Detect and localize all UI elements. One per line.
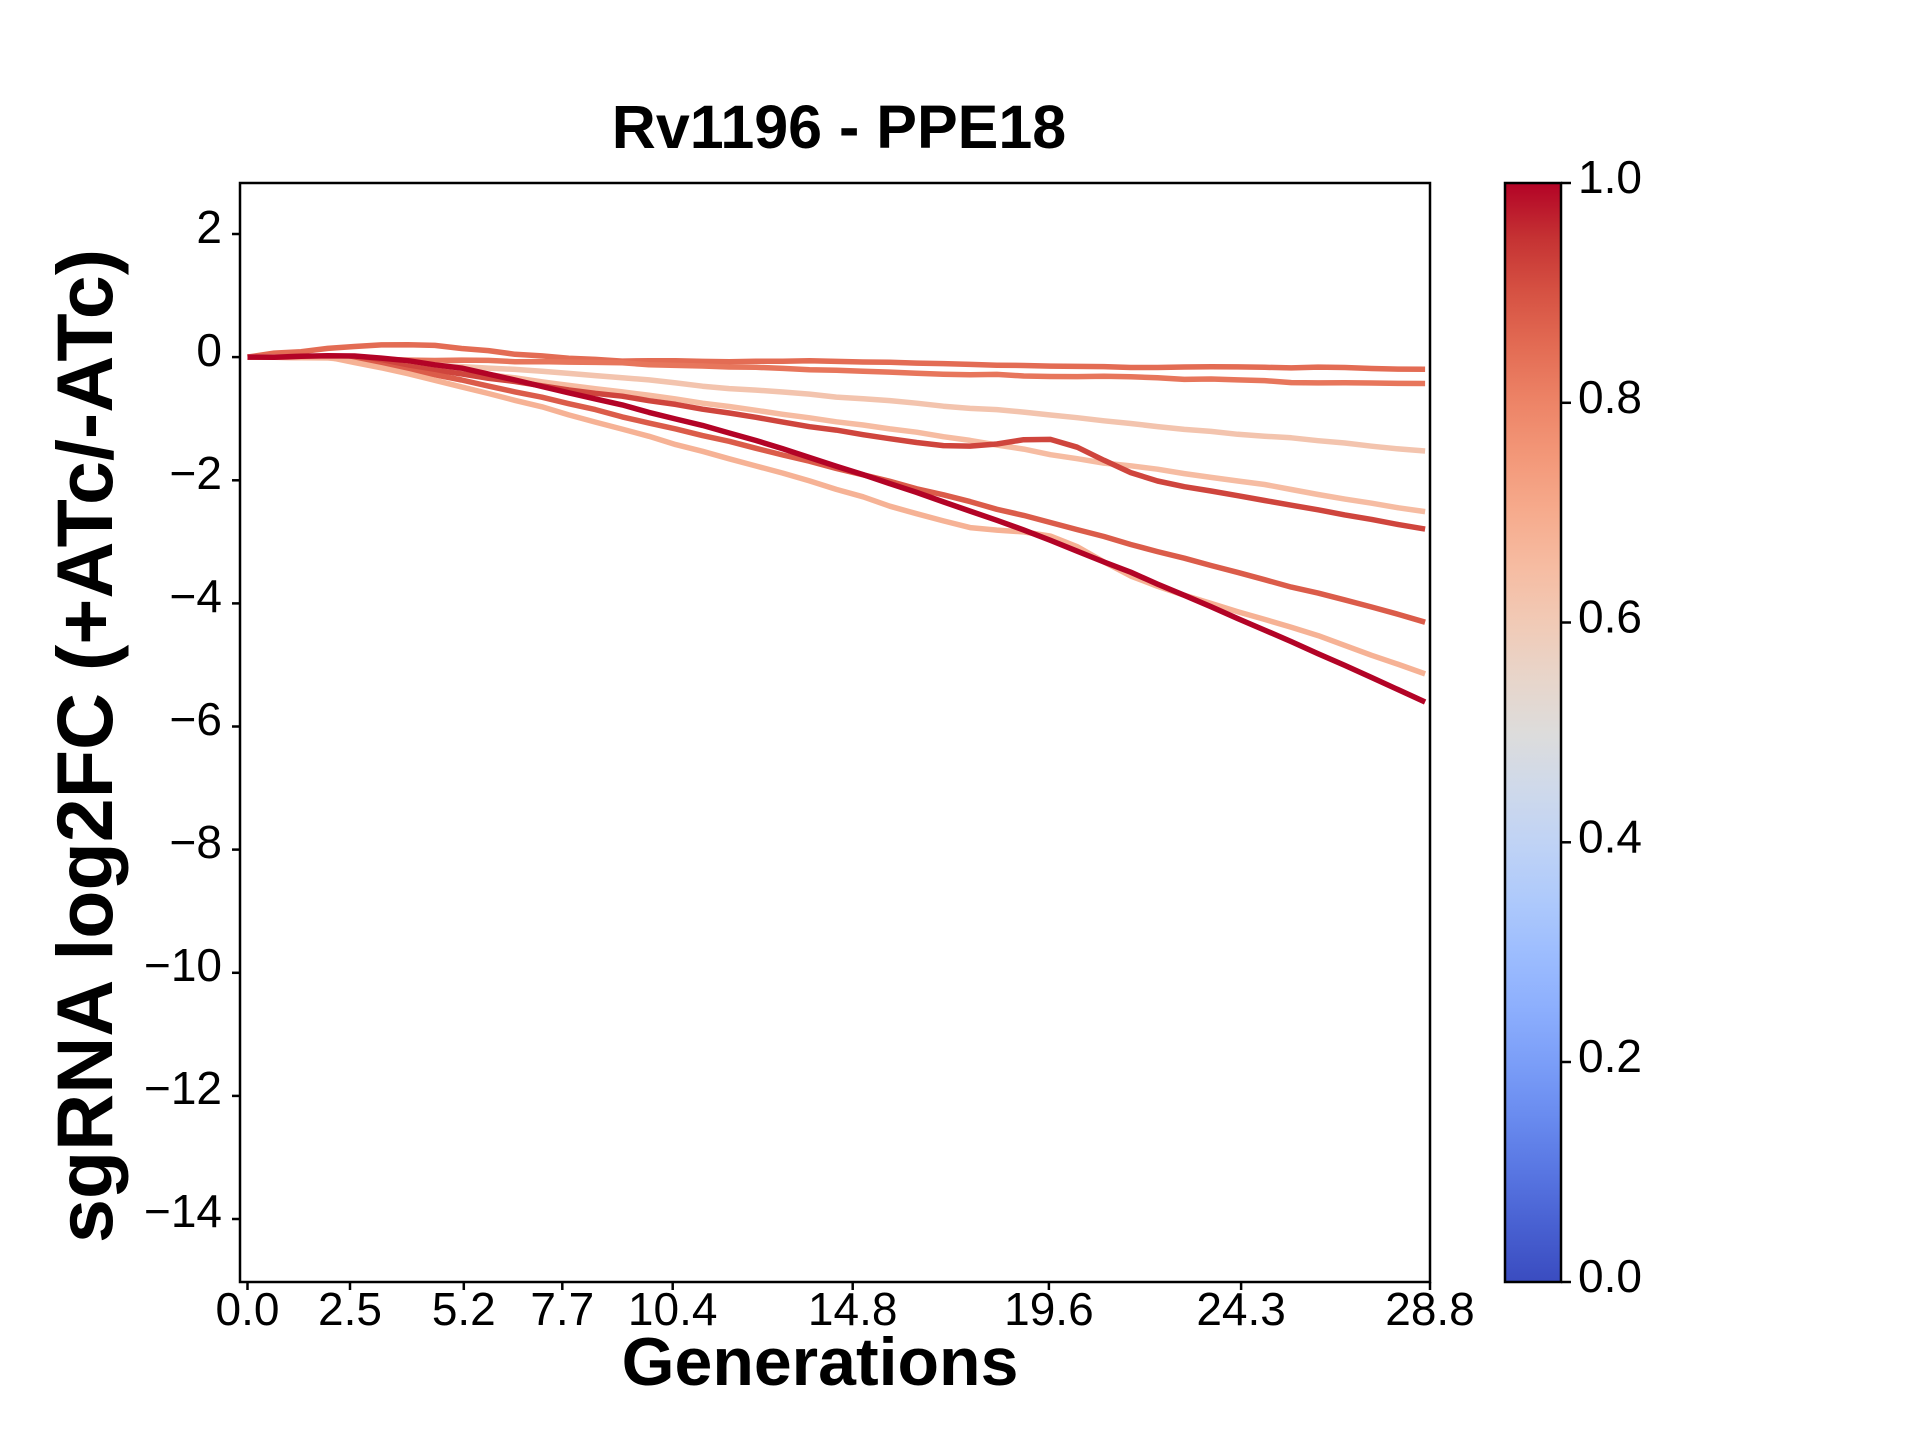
svg-text:5.2: 5.2	[432, 1283, 496, 1335]
svg-text:−10: −10	[144, 939, 222, 991]
svg-text:2.5: 2.5	[318, 1283, 382, 1335]
svg-text:0.6: 0.6	[1578, 591, 1642, 643]
svg-text:0.0: 0.0	[1578, 1250, 1642, 1302]
svg-text:7.7: 7.7	[530, 1283, 594, 1335]
svg-text:−2: −2	[170, 447, 222, 499]
svg-text:1.0: 1.0	[1578, 151, 1642, 203]
svg-text:10.4: 10.4	[628, 1283, 718, 1335]
svg-text:0.4: 0.4	[1578, 810, 1642, 862]
svg-text:0: 0	[196, 324, 222, 376]
svg-text:−6: −6	[170, 693, 222, 745]
svg-text:0.2: 0.2	[1578, 1030, 1642, 1082]
svg-text:28.8: 28.8	[1385, 1283, 1475, 1335]
svg-text:2: 2	[196, 201, 222, 253]
svg-text:0.0: 0.0	[216, 1283, 280, 1335]
svg-text:−4: −4	[170, 570, 222, 622]
svg-text:24.3: 24.3	[1196, 1283, 1286, 1335]
svg-text:19.6: 19.6	[1004, 1283, 1094, 1335]
svg-text:−14: −14	[144, 1185, 222, 1237]
svg-text:−8: −8	[170, 816, 222, 868]
svg-text:14.8: 14.8	[808, 1283, 898, 1335]
svg-text:−12: −12	[144, 1062, 222, 1114]
svg-text:0.8: 0.8	[1578, 371, 1642, 423]
